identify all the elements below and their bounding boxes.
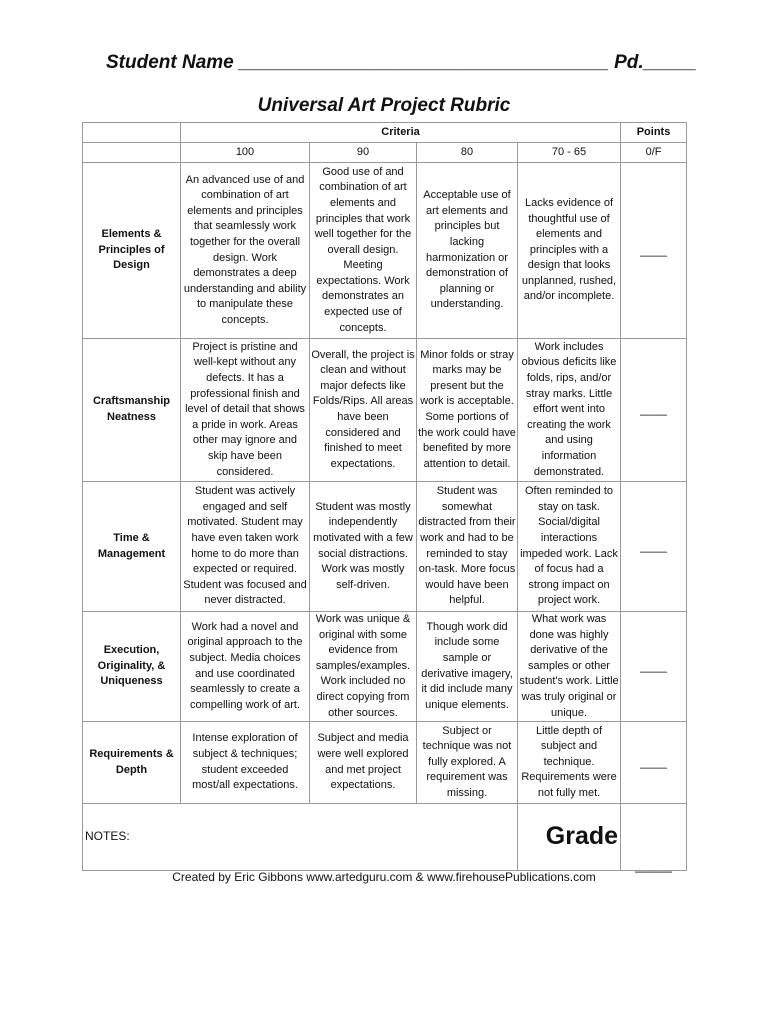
rubric-cell: Intense exploration of subject & techniq… bbox=[180, 721, 310, 805]
rubric-cell: Student was somewhat distracted from the… bbox=[416, 481, 518, 612]
levels-row: 100 90 80 70 - 65 0/F bbox=[82, 142, 688, 163]
notes-label: NOTES: bbox=[82, 803, 518, 872]
points-blank[interactable]: ____ bbox=[620, 481, 688, 612]
criterion-name: Elements & Principles of Design bbox=[82, 162, 181, 339]
table-row: Time & Management Student was actively en… bbox=[82, 481, 688, 612]
criterion-name: Craftsmanship Neatness bbox=[82, 338, 181, 482]
criterion-name: Execution, Originality, & Uniqueness bbox=[82, 610, 181, 723]
table-row: Craftsmanship Neatness Project is pristin… bbox=[82, 338, 688, 482]
points-blank[interactable]: ____ bbox=[620, 162, 688, 339]
rubric-cell: Little depth of subject and technique. R… bbox=[516, 721, 622, 805]
rubric-cell: What work was done was highly derivative… bbox=[516, 610, 622, 723]
rubric-cell: Overall, the project is clean and withou… bbox=[309, 338, 417, 482]
rubric-table: Criteria Points 100 90 80 70 - 65 0/F El… bbox=[82, 122, 688, 873]
table-row: Execution, Originality, & Uniqueness Work… bbox=[82, 610, 688, 723]
page-title: Universal Art Project Rubric bbox=[257, 95, 511, 116]
criterion-name: Requirements & Depth bbox=[82, 721, 181, 805]
rubric-cell: Though work did include some sample or d… bbox=[416, 610, 518, 723]
rubric-cell: Minor folds or stray marks may be presen… bbox=[416, 338, 518, 482]
rubric-cell: Subject or technique was not fully explo… bbox=[416, 721, 518, 805]
notes-row: NOTES: Grade ___ bbox=[82, 803, 688, 873]
rubric-cell: An advanced use of and combination of ar… bbox=[180, 162, 310, 339]
rubric-cell: Student was actively engaged and self mo… bbox=[180, 481, 310, 612]
rubric-cell: Lacks evidence of thoughtful use of elem… bbox=[516, 162, 622, 339]
rubric-cell: Work was unique & original with some evi… bbox=[309, 610, 417, 723]
points-blank[interactable]: ____ bbox=[620, 338, 688, 482]
criterion-name: Time & Management bbox=[82, 481, 181, 612]
rubric-cell: Acceptable use of art elements and princ… bbox=[416, 162, 518, 339]
student-name-line: Student Name ___________________________… bbox=[106, 52, 697, 73]
points-blank[interactable]: ____ bbox=[620, 721, 688, 805]
rubric-cell: Student was mostly independently motivat… bbox=[309, 481, 417, 612]
criteria-header: Criteria bbox=[179, 122, 622, 143]
rubric-cell: Subject and media were well explored and… bbox=[309, 721, 417, 805]
level-70-65: 70 - 65 bbox=[516, 142, 622, 163]
table-row: Elements & Principles of Design An advanc… bbox=[82, 162, 688, 339]
grade-label: Grade bbox=[516, 803, 622, 872]
table-header-row: Criteria Points bbox=[82, 122, 688, 143]
points-header: Points bbox=[620, 122, 688, 143]
rubric-cell: Project is pristine and well-kept withou… bbox=[180, 338, 310, 482]
rubric-cell: Work had a novel and original approach t… bbox=[180, 610, 310, 723]
level-0-f: 0/F bbox=[620, 142, 688, 163]
rubric-cell: Often reminded to stay on task. Social/d… bbox=[516, 481, 622, 612]
level-90: 90 bbox=[309, 142, 417, 163]
level-80: 80 bbox=[416, 142, 518, 163]
rubric-cell: Work includes obvious deficits like fold… bbox=[516, 338, 622, 482]
rubric-cell: Good use of and combination of art eleme… bbox=[309, 162, 417, 339]
points-blank[interactable]: ____ bbox=[620, 610, 688, 723]
footer-credit: Created by Eric Gibbons www.artedguru.co… bbox=[172, 870, 596, 884]
grade-blank[interactable]: ___ bbox=[620, 803, 688, 873]
level-100: 100 bbox=[180, 142, 310, 163]
table-row: Requirements & Depth Intense exploration … bbox=[82, 721, 688, 805]
